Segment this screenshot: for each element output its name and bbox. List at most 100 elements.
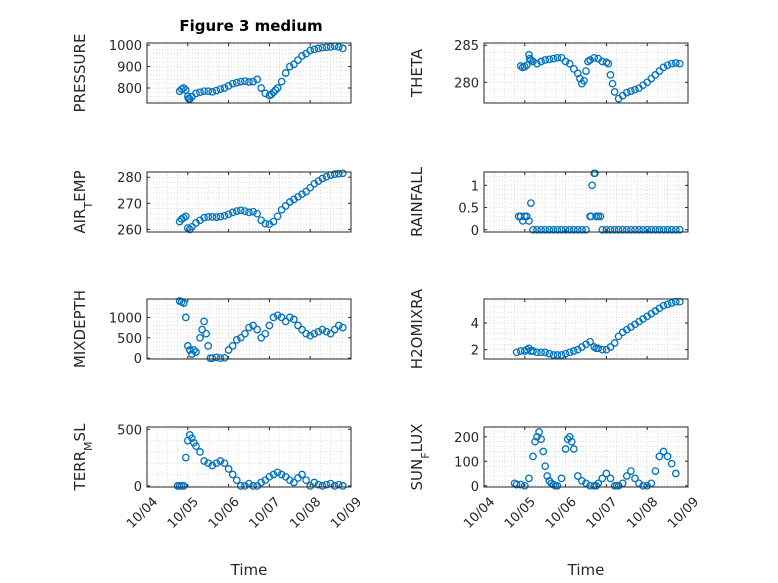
data-point: [188, 434, 196, 443]
data-point: [232, 335, 241, 344]
data-point: [586, 337, 594, 346]
data-point: [541, 462, 550, 471]
data-point: [196, 88, 204, 97]
data-point: [622, 88, 631, 97]
data-point: [539, 447, 548, 456]
subplot-1: 1000 900 800 PRESSURE: [71, 34, 352, 112]
data-point: [627, 467, 635, 475]
data-point: [338, 169, 347, 178]
data-point: [606, 474, 615, 483]
y-axis-label: SUNFLUX: [408, 424, 432, 491]
subplot-8: 200 100 010/04 10/05 10/06 10/07 10/08 10/09 SUN…: [408, 424, 702, 579]
data-point: [249, 482, 257, 490]
data-point: [549, 351, 558, 359]
data-point: [265, 321, 274, 330]
data-point: [196, 333, 204, 342]
y-tick-label: 0: [471, 480, 479, 495]
data-point: [587, 212, 595, 221]
y-tick-label: 100: [454, 455, 479, 470]
data-point: [591, 169, 599, 178]
data-point: [594, 479, 603, 488]
axes-frame: [146, 426, 352, 488]
data-point: [290, 478, 298, 487]
data-point: [671, 225, 680, 234]
data-point: [216, 212, 225, 221]
data-point: [610, 88, 619, 96]
data-point: [610, 225, 619, 234]
y-tick-label: 260: [117, 223, 142, 238]
x-tick-label: 10/05: [502, 495, 539, 532]
data-point: [627, 87, 635, 95]
data-point: [569, 347, 578, 355]
data-point: [512, 480, 521, 489]
data-point: [561, 57, 570, 66]
x-tick-label: 10/04: [461, 495, 498, 532]
data-point: [631, 85, 639, 94]
x-tick-label: 10/09: [328, 495, 365, 532]
data-point: [212, 213, 221, 221]
data-point: [565, 59, 574, 68]
data-point: [667, 225, 676, 234]
data-point: [622, 472, 631, 480]
data-point: [520, 481, 529, 490]
y-tick-label: 4: [471, 317, 479, 332]
data-point: [561, 445, 570, 453]
data-point: [675, 59, 684, 68]
data-point: [204, 342, 213, 350]
data-point: [302, 187, 310, 196]
data-point: [590, 53, 599, 62]
y-tick-label: 285: [454, 39, 479, 54]
data-point: [525, 217, 533, 225]
data-point: [322, 480, 331, 489]
data-point: [245, 323, 253, 332]
data-point: [573, 225, 582, 234]
data-point: [541, 348, 550, 357]
data-point: [181, 313, 190, 322]
y-axis-label: THETA: [408, 48, 426, 98]
axes-frame: [483, 171, 689, 233]
y-tick-label: 0.5: [458, 202, 479, 217]
data-point: [533, 348, 541, 357]
data-point: [537, 225, 545, 234]
y-tick-label: 500: [117, 332, 142, 347]
data-point: [330, 170, 339, 178]
data-point: [647, 225, 656, 234]
data-point: [537, 57, 545, 66]
data-point: [265, 472, 274, 481]
y-axis-label: TERRMSL: [71, 423, 95, 492]
data-point: [236, 206, 245, 215]
data-point: [520, 62, 529, 71]
data-point: [204, 213, 213, 221]
data-point: [338, 323, 347, 332]
data-point: [253, 75, 262, 84]
data-point: [334, 480, 343, 489]
subplot-2: 285 280 THETA: [408, 39, 689, 104]
data-point: [192, 348, 200, 356]
y-tick-label: 2: [471, 344, 479, 359]
data-point: [618, 479, 627, 488]
data-point: [643, 225, 652, 234]
data-point: [627, 225, 635, 234]
data-point: [525, 474, 533, 483]
data-point: [298, 470, 306, 479]
y-tick-label: 280: [117, 171, 142, 186]
data-point: [277, 77, 286, 86]
data-point: [671, 469, 680, 478]
data-point: [273, 212, 282, 221]
data-point: [663, 300, 672, 309]
data-point: [667, 299, 676, 307]
data-point: [565, 225, 574, 234]
data-point: [537, 435, 545, 444]
data-point: [318, 43, 327, 52]
data-point: [596, 212, 605, 221]
y-tick-label: 270: [117, 197, 142, 212]
data-point: [527, 199, 535, 207]
data-point: [269, 88, 278, 97]
data-point: [208, 354, 217, 363]
data-point: [569, 225, 578, 234]
data-point: [241, 329, 249, 338]
data-point: [567, 437, 576, 446]
data-point: [614, 225, 623, 234]
data-point: [338, 44, 347, 53]
axes-frame: [483, 42, 689, 104]
